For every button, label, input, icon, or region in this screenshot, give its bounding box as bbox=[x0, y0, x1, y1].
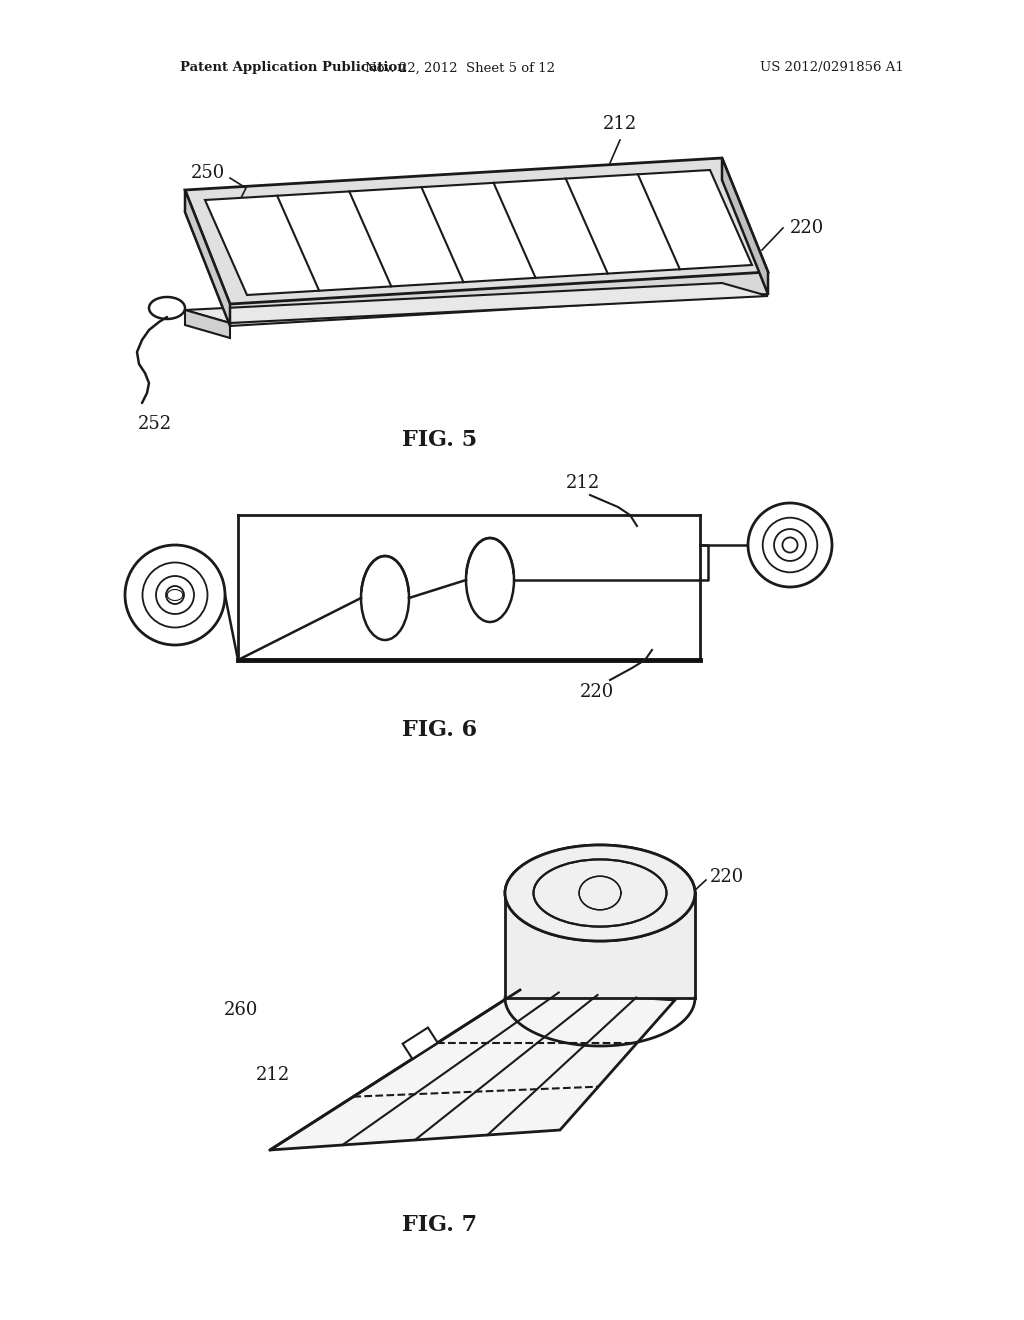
Polygon shape bbox=[722, 158, 768, 294]
Text: 260: 260 bbox=[223, 1001, 258, 1019]
Text: FIG. 6: FIG. 6 bbox=[402, 719, 477, 741]
Text: 220: 220 bbox=[710, 869, 744, 886]
Polygon shape bbox=[270, 990, 675, 1150]
Text: 212: 212 bbox=[256, 1067, 290, 1084]
Polygon shape bbox=[402, 1027, 437, 1059]
Text: FIG. 7: FIG. 7 bbox=[402, 1214, 477, 1236]
Polygon shape bbox=[185, 158, 768, 304]
Text: Nov. 22, 2012  Sheet 5 of 12: Nov. 22, 2012 Sheet 5 of 12 bbox=[365, 62, 555, 74]
Text: 212: 212 bbox=[603, 115, 637, 133]
Text: 212: 212 bbox=[566, 474, 600, 492]
Polygon shape bbox=[185, 180, 768, 326]
Text: US 2012/0291856 A1: US 2012/0291856 A1 bbox=[760, 62, 904, 74]
Ellipse shape bbox=[505, 845, 695, 941]
Text: 220: 220 bbox=[580, 682, 614, 701]
Circle shape bbox=[125, 545, 225, 645]
Ellipse shape bbox=[466, 539, 514, 622]
Text: 250: 250 bbox=[190, 164, 225, 182]
Text: Patent Application Publication: Patent Application Publication bbox=[180, 62, 407, 74]
Text: 220: 220 bbox=[790, 219, 824, 238]
Polygon shape bbox=[185, 282, 768, 323]
Text: 252: 252 bbox=[138, 414, 172, 433]
Polygon shape bbox=[185, 310, 230, 338]
Text: FIG. 5: FIG. 5 bbox=[402, 429, 477, 451]
Polygon shape bbox=[205, 170, 752, 294]
Circle shape bbox=[748, 503, 831, 587]
Polygon shape bbox=[185, 190, 230, 326]
Ellipse shape bbox=[505, 845, 695, 941]
Ellipse shape bbox=[150, 297, 185, 319]
Polygon shape bbox=[505, 894, 695, 998]
Ellipse shape bbox=[361, 556, 409, 640]
